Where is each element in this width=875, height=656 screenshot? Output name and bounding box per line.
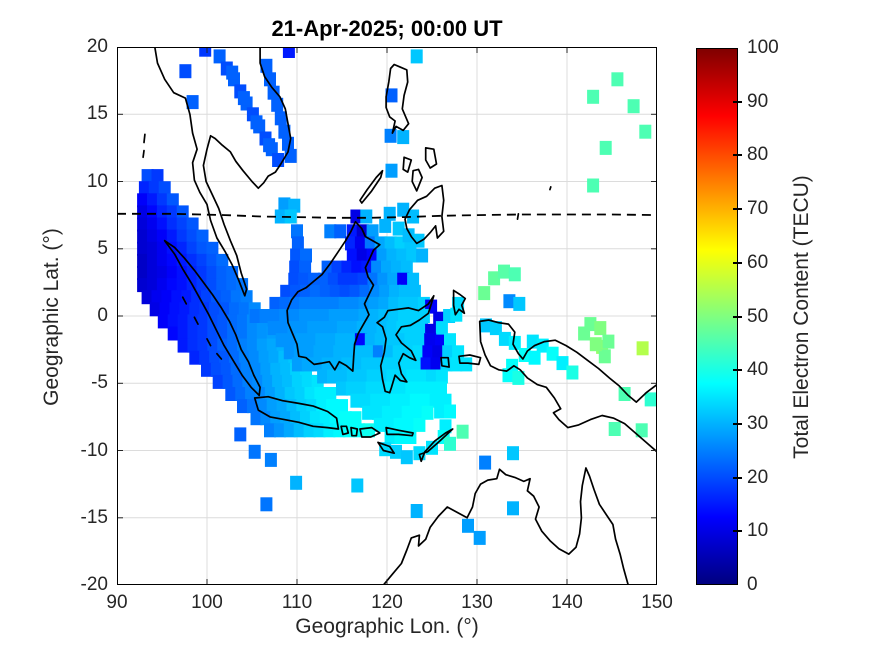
coastline-bali bbox=[340, 425, 350, 436]
colorbar bbox=[696, 48, 738, 585]
coastline-andaman_south bbox=[142, 149, 145, 159]
colorbar-tick-label: 30 bbox=[747, 412, 769, 434]
colorbar-tick-mark bbox=[733, 261, 742, 264]
coastline-java bbox=[253, 395, 340, 430]
coastline-mentawai_1 bbox=[181, 296, 188, 305]
plot-title: 21-Apr-2025; 00:00 UT bbox=[271, 16, 503, 41]
plot-frame bbox=[117, 47, 657, 585]
coastline-australia bbox=[382, 467, 630, 585]
colorbar-tick-mark bbox=[733, 100, 742, 103]
coastline-timor bbox=[418, 428, 454, 463]
colorbar-tick-label: 20 bbox=[747, 466, 769, 488]
y-tick-label: 0 bbox=[97, 305, 108, 326]
colorbar-tick-mark bbox=[733, 476, 742, 479]
colorbar-tick-mark bbox=[733, 369, 742, 372]
coastline-palau bbox=[516, 212, 520, 221]
coastline-buru bbox=[440, 356, 450, 368]
coastline-palawan bbox=[359, 169, 384, 204]
y-tick-label: 15 bbox=[86, 103, 108, 125]
colorbar-tick-mark bbox=[733, 208, 742, 211]
colorbar-tick-label: 80 bbox=[747, 144, 769, 166]
colorbar-tick-mark bbox=[733, 422, 742, 425]
colorbar-tick-mark bbox=[733, 315, 742, 318]
y-tick-label: 10 bbox=[86, 170, 108, 192]
y-tick-label: -10 bbox=[80, 439, 108, 461]
map-plot bbox=[117, 47, 657, 585]
colorbar-tick-label: 90 bbox=[747, 90, 769, 112]
coastline-mentawai_3 bbox=[206, 338, 212, 347]
x-axis-label: Geographic Lon. (°) bbox=[295, 615, 479, 638]
coastline-seram bbox=[458, 354, 482, 366]
magnetic-equator-dashed-line bbox=[117, 212, 657, 219]
x-tick-label: 90 bbox=[106, 592, 128, 613]
x-tick-label: 130 bbox=[461, 592, 493, 613]
colorbar-tick-label: 50 bbox=[747, 305, 769, 327]
coastline-panay bbox=[402, 156, 413, 173]
coastline-andaman_north bbox=[143, 133, 146, 144]
y-tick-label: -20 bbox=[80, 574, 108, 595]
coastlines bbox=[142, 47, 657, 585]
coastline-sumbawa bbox=[359, 426, 381, 438]
x-tick-label: 140 bbox=[551, 592, 583, 613]
colorbar-tick-label: 0 bbox=[747, 574, 758, 595]
coastline-flores bbox=[385, 426, 414, 437]
coastline-borneo bbox=[286, 220, 381, 372]
x-tick-label: 110 bbox=[281, 592, 313, 613]
coastline-mindanao bbox=[404, 184, 445, 245]
coastline-sumba bbox=[377, 441, 396, 455]
colorbar-tick-label: 70 bbox=[747, 198, 769, 220]
colorbar-tick-label: 60 bbox=[747, 251, 769, 273]
coastline-halmahera bbox=[452, 289, 467, 316]
tec-cells bbox=[137, 47, 657, 545]
coastline-yap bbox=[549, 186, 552, 191]
y-tick-label: -15 bbox=[80, 506, 108, 528]
coastline-mentawai_2 bbox=[193, 316, 199, 325]
y-tick-label: 20 bbox=[86, 36, 108, 57]
coastline-lombok bbox=[350, 426, 359, 437]
y-tick-label: 5 bbox=[97, 237, 108, 259]
x-tick-label: 120 bbox=[371, 592, 403, 613]
x-tick-label: 150 bbox=[641, 592, 673, 613]
colorbar-tick-label: 40 bbox=[747, 359, 769, 381]
colorbar-tick-label: 10 bbox=[747, 520, 769, 542]
coastline-sumatra bbox=[163, 239, 261, 397]
colorbar-tick-mark bbox=[733, 530, 742, 533]
coastline-sulawesi bbox=[376, 294, 435, 394]
x-tick-label: 100 bbox=[191, 592, 223, 613]
plot-area bbox=[117, 47, 657, 585]
coastline-samar bbox=[424, 147, 438, 169]
coastline-indochina bbox=[153, 47, 292, 297]
y-tick-label: -5 bbox=[91, 372, 108, 394]
coastline-mentawai_4 bbox=[216, 352, 223, 360]
colorbar-tick-mark bbox=[733, 154, 742, 157]
coastline-luzon bbox=[385, 63, 410, 134]
coastline-new_guinea bbox=[478, 319, 657, 453]
colorbar-tick-label: 100 bbox=[747, 37, 779, 58]
coastline-negros bbox=[411, 168, 423, 192]
